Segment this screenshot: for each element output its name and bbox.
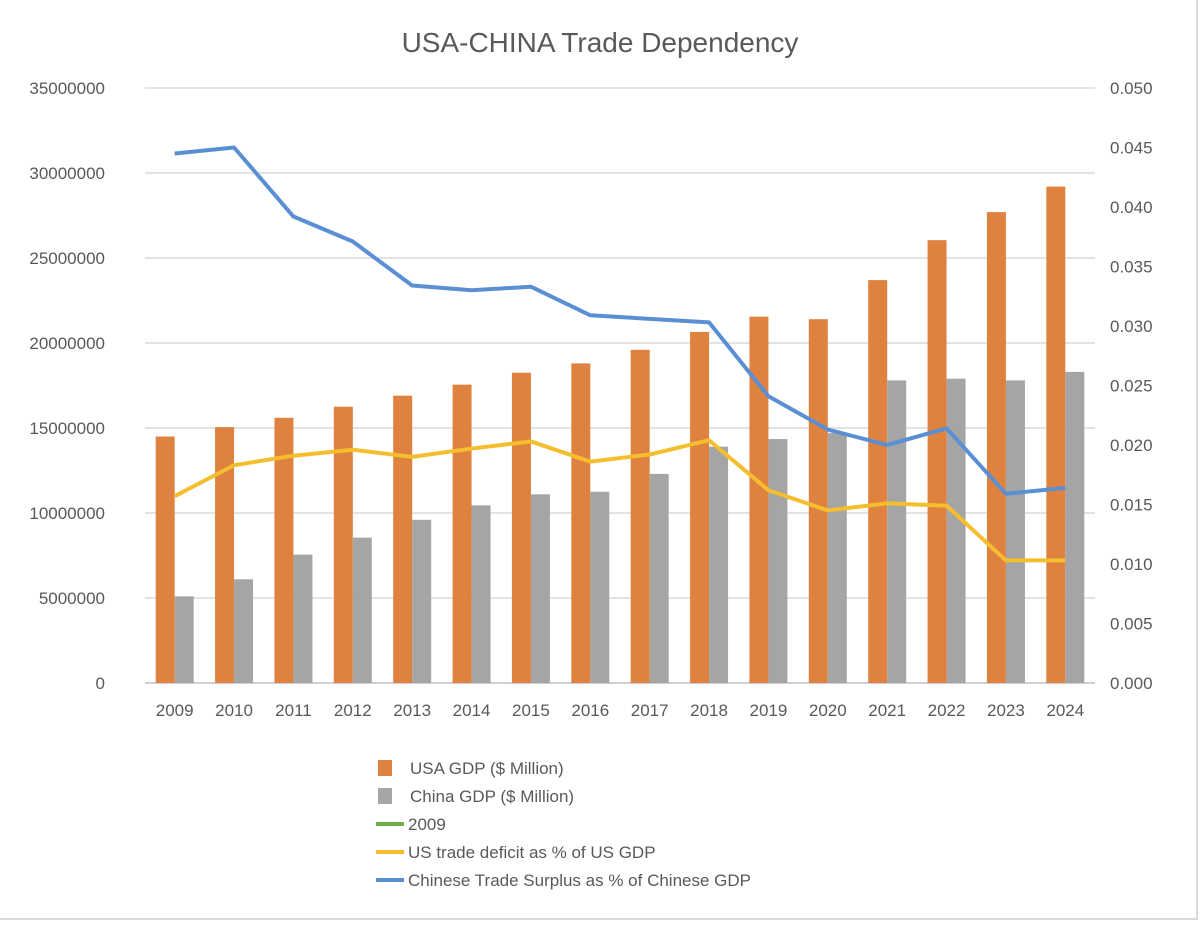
left-axis-tick-label: 35000000: [29, 79, 105, 98]
bar-china-gdp: [234, 579, 254, 683]
x-axis-tick-label: 2019: [750, 701, 788, 720]
bar-china-gdp: [649, 473, 669, 683]
legend-label: China GDP ($ Million): [410, 787, 574, 806]
bar-usa-gdp: [1046, 186, 1066, 683]
x-axis-tick-label: 2018: [690, 701, 728, 720]
left-axis-tick-label: 15000000: [29, 419, 105, 438]
bar-china-gdp: [709, 446, 729, 683]
bar-china-gdp: [530, 494, 550, 683]
left-axis-tick-label: 0: [96, 674, 105, 693]
bar-usa-gdp: [690, 331, 710, 683]
x-axis-tick-label: 2017: [631, 701, 669, 720]
x-axis-tick-label: 2011: [275, 701, 312, 720]
bar-usa-gdp: [333, 406, 353, 683]
x-axis-tick-label: 2020: [809, 701, 847, 720]
x-axis-tick-label: 2014: [453, 701, 491, 720]
x-axis-tick-label: 2013: [393, 701, 431, 720]
bars: [155, 186, 1085, 683]
bar-usa-gdp: [215, 427, 235, 683]
series-line-3: [173, 438, 1066, 563]
left-axis-tick-label: 25000000: [29, 249, 105, 268]
bar-usa-gdp: [808, 319, 828, 683]
legend-swatch: [378, 788, 392, 804]
bar-china-gdp: [412, 519, 432, 683]
bar-usa-gdp: [749, 316, 769, 683]
legend-label: USA GDP ($ Million): [410, 759, 564, 778]
bar-usa-gdp: [630, 349, 650, 683]
bar-usa-gdp: [927, 240, 947, 683]
legend-label: 2009: [408, 815, 446, 834]
bar-usa-gdp: [986, 212, 1006, 683]
legend: USA GDP ($ Million) China GDP ($ Million)…: [376, 759, 751, 890]
left-axis-tick-label: 10000000: [29, 504, 105, 523]
legend-swatch: [378, 760, 392, 776]
axes: 0 5000000 10000000 15000000 20000000 25000000…: [29, 79, 1152, 720]
right-axis-tick-label: 0.020: [1110, 436, 1153, 455]
bar-usa-gdp: [452, 384, 472, 683]
bar-china-gdp: [352, 537, 372, 683]
right-axis-tick-label: 0.030: [1110, 317, 1153, 336]
bar-china-gdp: [887, 380, 907, 683]
right-axis-tick-label: 0.010: [1110, 555, 1153, 574]
bar-china-gdp: [590, 491, 610, 683]
right-axis-tick-label: 0.005: [1110, 615, 1153, 634]
chart-title: USA-CHINA Trade Dependency: [402, 27, 799, 58]
bar-usa-gdp: [155, 436, 175, 683]
right-axis-tick-label: 0.040: [1110, 198, 1153, 217]
bar-usa-gdp: [511, 372, 531, 683]
left-axis-tick-label: 20000000: [29, 334, 105, 353]
x-axis-tick-label: 2016: [571, 701, 609, 720]
right-axis-tick-label: 0.045: [1110, 139, 1153, 158]
legend-label: Chinese Trade Surplus as % of Chinese GD…: [408, 871, 751, 890]
x-axis-tick-label: 2015: [512, 701, 550, 720]
bar-usa-gdp: [571, 363, 591, 683]
right-axis-tick-label: 0.025: [1110, 377, 1153, 396]
bar-china-gdp: [1005, 380, 1025, 683]
series-line-4: [174, 145, 1066, 496]
left-axis-tick-label: 30000000: [29, 164, 105, 183]
lines: [173, 145, 1066, 563]
bar-china-gdp: [293, 554, 313, 683]
bar-china-gdp: [946, 378, 966, 683]
bar-china-gdp: [827, 433, 847, 683]
x-axis-tick-label: 2012: [334, 701, 372, 720]
right-axis-tick-label: 0.035: [1110, 258, 1153, 277]
right-axis-tick-label: 0.050: [1110, 79, 1153, 98]
x-axis-tick-label: 2022: [928, 701, 966, 720]
bar-usa-gdp: [274, 417, 294, 683]
right-axis-tick-label: 0.000: [1110, 674, 1153, 693]
legend-label: US trade deficit as % of US GDP: [408, 843, 656, 862]
bar-china-gdp: [174, 596, 194, 683]
x-axis-tick-label: 2009: [156, 701, 194, 720]
left-axis-tick-label: 5000000: [39, 589, 105, 608]
x-axis-tick-label: 2010: [215, 701, 253, 720]
x-axis-tick-label: 2024: [1046, 701, 1084, 720]
bar-usa-gdp: [393, 395, 413, 683]
x-axis-tick-label: 2023: [987, 701, 1025, 720]
x-axis-tick-label: 2021: [868, 701, 906, 720]
bar-china-gdp: [1065, 371, 1085, 683]
bar-china-gdp: [768, 439, 788, 683]
bar-usa-gdp: [868, 280, 888, 683]
right-axis-tick-label: 0.015: [1110, 496, 1153, 515]
bar-china-gdp: [471, 505, 491, 683]
